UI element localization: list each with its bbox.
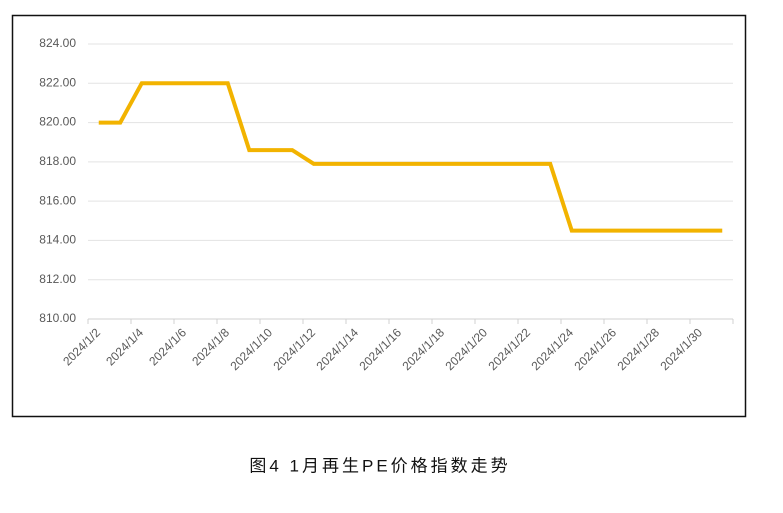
y-tick-label: 820.00 <box>39 115 76 129</box>
y-tick-label: 810.00 <box>39 311 76 325</box>
y-tick-label: 812.00 <box>39 272 76 286</box>
y-tick-label: 818.00 <box>39 154 76 168</box>
line-series <box>98 81 723 233</box>
y-tick-label: 822.00 <box>39 75 76 89</box>
y-tick-label: 814.00 <box>39 233 76 247</box>
y-tick-label: 816.00 <box>39 193 76 207</box>
y-tick-label: 824.00 <box>39 36 76 50</box>
chart-frame <box>11 14 747 418</box>
caption: 图4 1月再生PE价格指数走势 <box>249 456 510 475</box>
